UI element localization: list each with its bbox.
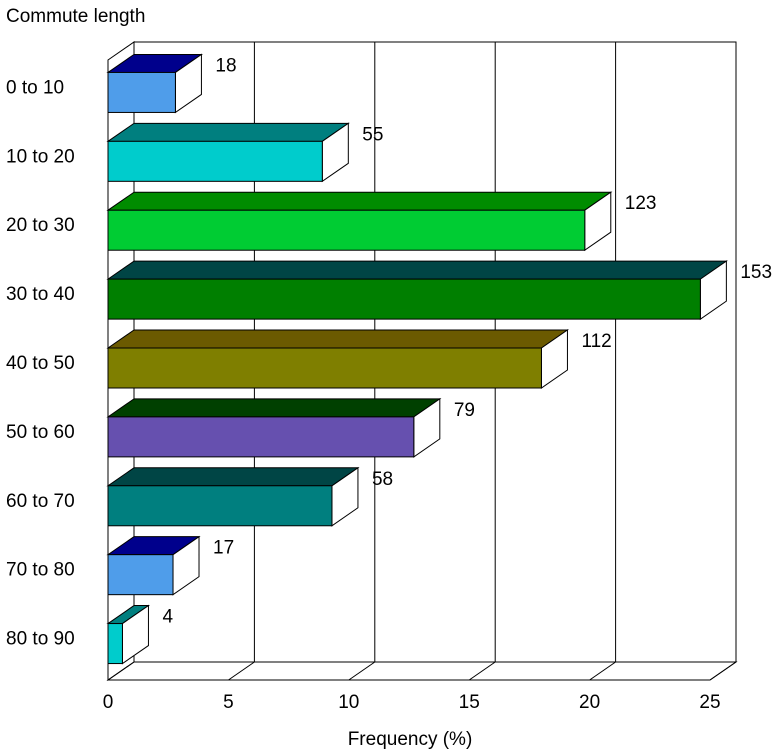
data-label: 153 bbox=[740, 262, 772, 283]
category-label: 60 to 70 bbox=[6, 491, 75, 512]
bar bbox=[106, 122, 350, 183]
bar-top bbox=[106, 260, 728, 280]
x-tick-label: 5 bbox=[223, 692, 234, 713]
x-tick-label: 10 bbox=[338, 692, 359, 713]
x-tick-label: 15 bbox=[459, 692, 480, 713]
data-label: 79 bbox=[454, 400, 475, 421]
gridline-floor bbox=[709, 661, 737, 681]
y-axis-title: Commute length bbox=[6, 6, 145, 27]
bar bbox=[106, 466, 360, 527]
labels: 0 5 10 15 20 25 0 to 10 18 10 to 20 55 20 to 30 123… bbox=[6, 55, 772, 713]
bar-top bbox=[106, 329, 570, 349]
data-label: 112 bbox=[581, 331, 611, 352]
gridline-floor bbox=[348, 661, 376, 681]
bar-front bbox=[107, 347, 542, 389]
data-label: 58 bbox=[372, 469, 393, 490]
bar bbox=[106, 53, 204, 114]
bar-front bbox=[107, 623, 123, 665]
bar bbox=[106, 535, 201, 596]
bar-front bbox=[107, 554, 174, 596]
bar-front bbox=[107, 485, 333, 527]
category-label: 30 to 40 bbox=[6, 284, 75, 305]
gridline-floor bbox=[228, 661, 255, 681]
category-label: 70 to 80 bbox=[6, 560, 75, 581]
bar-top bbox=[106, 122, 350, 142]
bar bbox=[106, 191, 613, 252]
bar bbox=[106, 604, 151, 665]
data-label: 4 bbox=[162, 607, 173, 628]
bar-top bbox=[106, 467, 360, 487]
data-label: 55 bbox=[362, 124, 383, 145]
gridline-floor bbox=[468, 661, 496, 681]
floor bbox=[106, 661, 738, 681]
category-label: 10 to 20 bbox=[6, 146, 75, 167]
x-tick-label: 0 bbox=[103, 692, 114, 713]
category-label: 50 to 60 bbox=[6, 422, 75, 443]
bar-front bbox=[107, 278, 701, 320]
gridline-floor bbox=[589, 661, 616, 681]
bar-top bbox=[106, 191, 613, 211]
x-tick-label: 20 bbox=[579, 692, 600, 713]
data-label: 17 bbox=[213, 538, 234, 559]
bar-top bbox=[106, 398, 442, 418]
data-label: 123 bbox=[625, 193, 657, 214]
bar bbox=[106, 329, 570, 389]
bar-front bbox=[107, 71, 176, 113]
bar-front bbox=[107, 140, 323, 182]
category-label: 20 to 30 bbox=[6, 215, 75, 236]
category-label: 0 to 10 bbox=[6, 77, 64, 98]
x-axis-title: Frequency (%) bbox=[348, 729, 473, 750]
bars bbox=[106, 53, 728, 665]
category-label: 40 to 50 bbox=[6, 353, 75, 374]
x-tick-label: 25 bbox=[699, 692, 720, 713]
bar bbox=[106, 397, 442, 458]
bar bbox=[106, 260, 728, 321]
bar-front bbox=[107, 416, 415, 458]
bar-front bbox=[107, 209, 586, 251]
data-label: 18 bbox=[215, 55, 236, 76]
category-label: 80 to 90 bbox=[6, 629, 75, 650]
